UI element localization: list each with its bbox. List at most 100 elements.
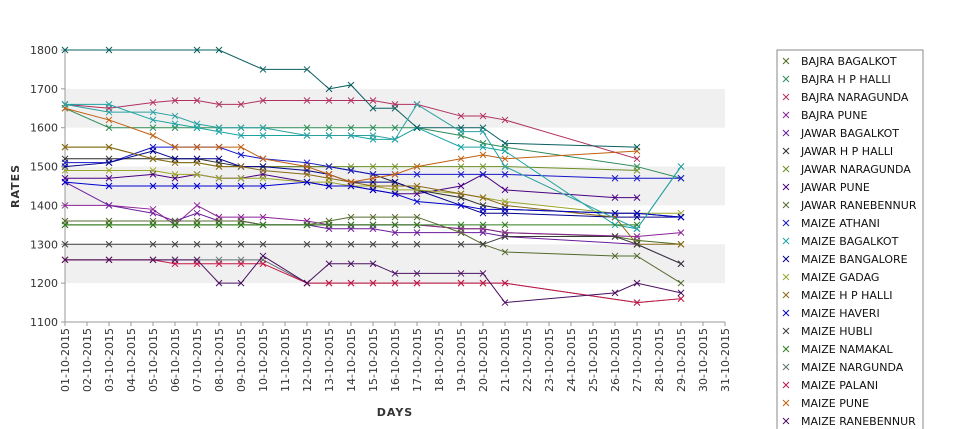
data-point xyxy=(391,270,399,277)
data-point xyxy=(347,167,355,174)
data-point xyxy=(457,270,465,277)
series-maize-pune xyxy=(61,104,641,186)
grid-band xyxy=(65,244,725,284)
legend-item: MAIZE RANEBENNUR xyxy=(782,415,916,428)
legend-label: MAIZE NAMAKAL xyxy=(801,343,894,356)
x-tick-label: 23-10-2015 xyxy=(543,328,556,392)
data-point xyxy=(391,104,399,112)
data-point xyxy=(237,124,245,132)
data-point xyxy=(611,252,619,260)
legend-label: MAIZE HAVERI xyxy=(801,307,880,320)
data-point xyxy=(149,256,157,264)
data-point xyxy=(457,221,465,229)
x-tick-label: 15-10-2015 xyxy=(367,328,380,392)
data-point xyxy=(633,143,641,151)
y-tick-label: 1400 xyxy=(30,199,58,212)
data-point xyxy=(413,213,421,221)
data-point xyxy=(782,165,790,173)
y-tick-label: 1800 xyxy=(30,44,58,57)
data-point xyxy=(782,345,790,353)
legend-item: JAWAR BAGALKOT xyxy=(782,127,899,140)
data-point xyxy=(413,170,421,178)
data-point xyxy=(215,163,223,170)
data-point xyxy=(105,167,113,174)
data-point xyxy=(259,167,267,174)
data-point xyxy=(677,260,685,268)
data-point xyxy=(347,132,355,139)
data-point xyxy=(193,143,201,151)
data-point xyxy=(677,229,685,236)
data-point xyxy=(457,190,465,198)
data-point xyxy=(457,128,465,135)
data-point xyxy=(347,178,355,186)
data-point xyxy=(457,143,465,151)
x-tick-label: 30-10-2015 xyxy=(697,328,710,392)
data-point xyxy=(413,240,421,248)
data-point xyxy=(61,167,69,174)
legend-item: MAIZE H P HALLI xyxy=(782,289,892,302)
data-point xyxy=(633,225,641,233)
data-point xyxy=(479,205,487,213)
data-point xyxy=(413,270,421,277)
data-point xyxy=(303,66,311,73)
data-point xyxy=(677,213,685,221)
data-point xyxy=(782,183,790,191)
data-point xyxy=(782,201,790,209)
data-point xyxy=(61,221,69,229)
x-tick-label: 17-10-2015 xyxy=(411,328,424,392)
data-point xyxy=(215,155,223,163)
x-tick-label: 28-10-2015 xyxy=(653,328,666,392)
data-point xyxy=(479,151,487,159)
legend-item: MAIZE PUNE xyxy=(782,397,869,410)
legend-label: BAJRA H P HALLI xyxy=(801,73,891,86)
x-tick-label: 01-10-2015 xyxy=(59,328,72,392)
series-line xyxy=(65,146,681,245)
data-point xyxy=(259,132,267,139)
data-point xyxy=(61,46,69,54)
series-maize-namakal xyxy=(61,221,641,229)
data-point xyxy=(171,240,179,248)
data-point xyxy=(193,170,201,178)
data-point xyxy=(105,101,113,108)
data-point xyxy=(347,240,355,248)
data-point xyxy=(259,252,267,260)
data-point xyxy=(501,186,509,194)
data-point xyxy=(149,182,157,190)
data-point xyxy=(501,299,509,306)
data-point xyxy=(193,240,201,248)
data-point xyxy=(259,97,267,104)
data-point xyxy=(149,155,157,163)
data-point xyxy=(237,240,245,248)
data-point xyxy=(193,202,201,209)
data-point xyxy=(782,363,790,371)
data-point xyxy=(457,202,465,209)
legend-item: MAIZE NAMAKAL xyxy=(782,343,894,356)
data-point xyxy=(259,213,267,221)
data-point xyxy=(391,136,399,143)
data-point xyxy=(782,417,790,425)
data-point xyxy=(347,124,355,132)
data-point xyxy=(611,174,619,182)
data-point xyxy=(479,128,487,135)
data-point xyxy=(303,124,311,132)
data-point xyxy=(149,221,157,229)
data-point xyxy=(237,182,245,190)
x-tick-label: 05-10-2015 xyxy=(147,328,160,392)
series-line xyxy=(65,255,682,304)
series-bajra-bagalkot xyxy=(61,221,685,248)
data-point xyxy=(391,170,399,178)
data-point xyxy=(501,139,509,147)
data-point xyxy=(325,124,333,132)
series-line xyxy=(65,216,682,284)
data-point xyxy=(413,229,421,236)
data-point xyxy=(237,132,245,139)
series-line xyxy=(65,236,682,265)
data-point xyxy=(457,163,465,170)
data-point xyxy=(633,194,641,202)
legend-label: MAIZE PUNE xyxy=(801,397,869,410)
data-point xyxy=(677,240,685,248)
data-point xyxy=(501,248,509,256)
data-point xyxy=(501,205,509,213)
x-tick-label: 07-10-2015 xyxy=(191,328,204,392)
data-point xyxy=(369,240,377,248)
